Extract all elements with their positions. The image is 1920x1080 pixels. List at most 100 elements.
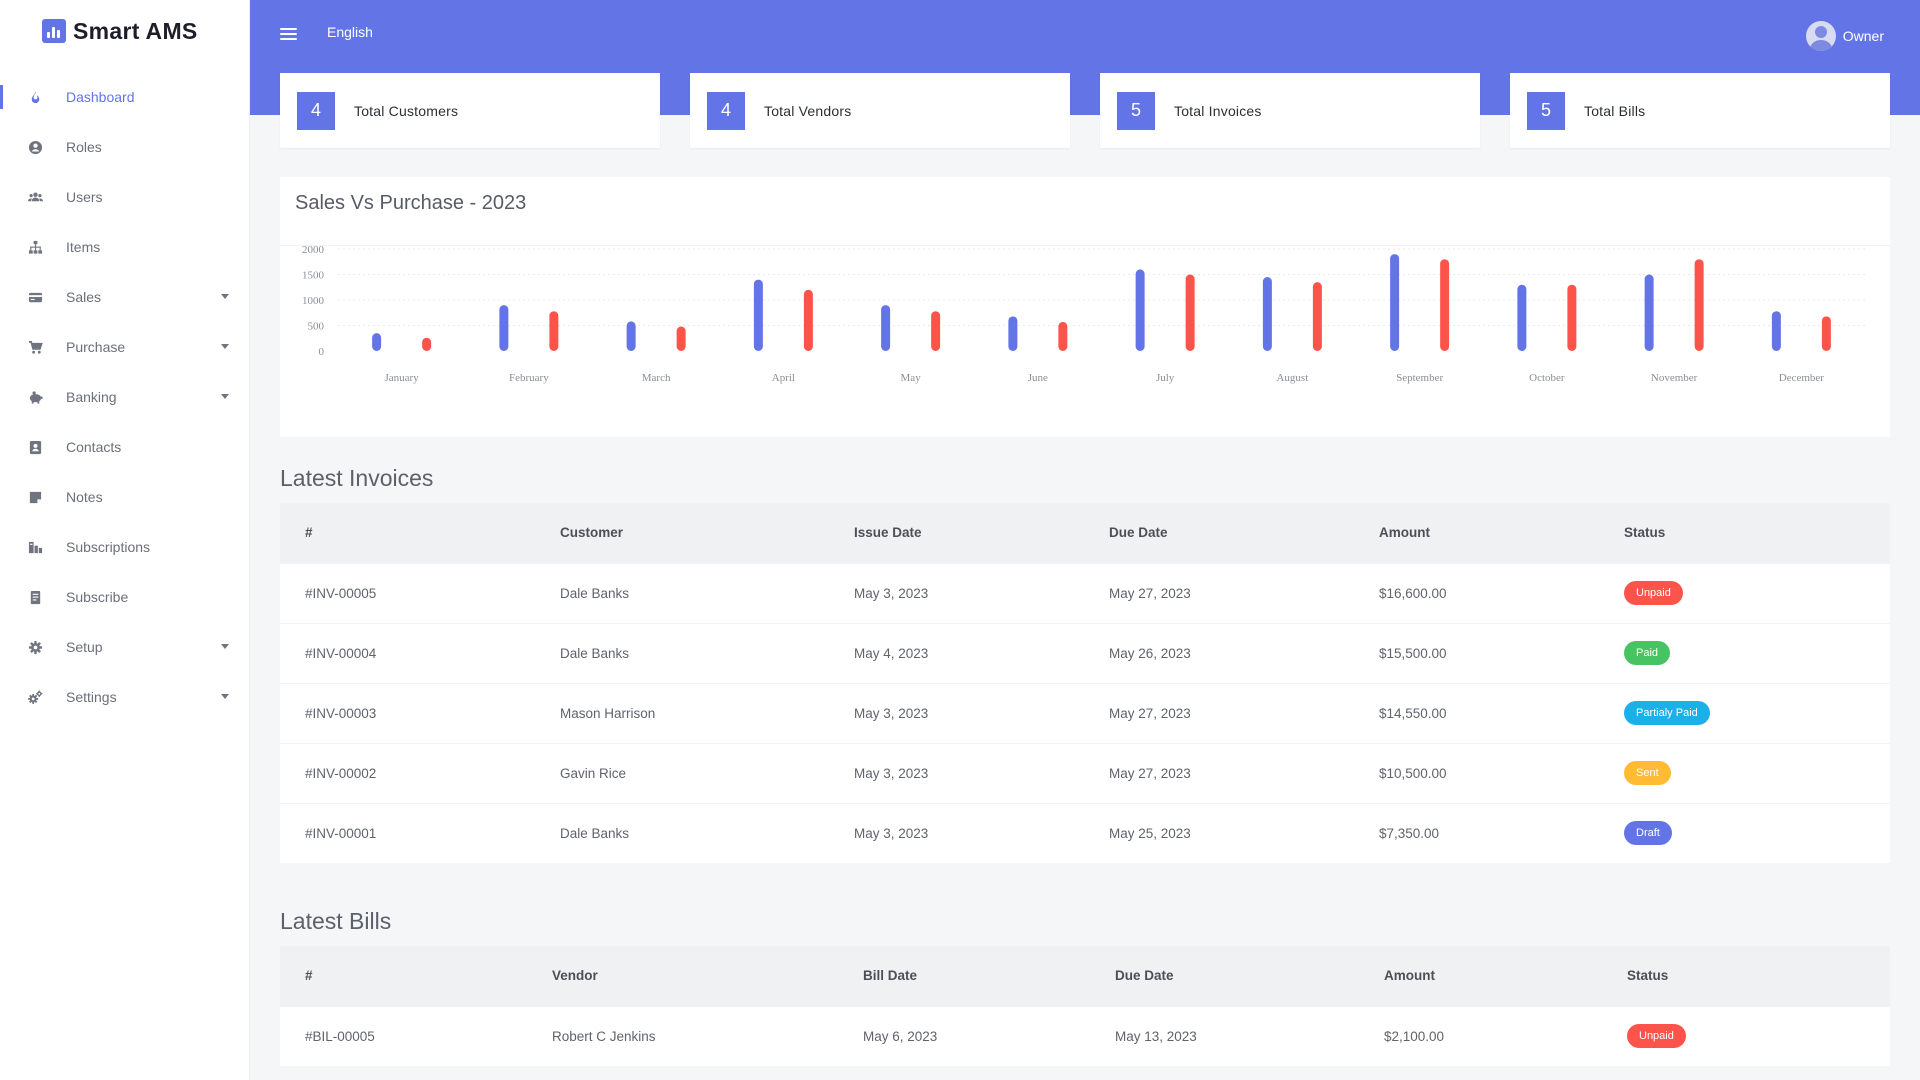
stat-label: Total Invoices	[1174, 102, 1262, 119]
status-badge[interactable]: Partialy Paid	[1624, 701, 1710, 725]
sidebar-item-label: Sales	[66, 289, 102, 305]
sidebar-item-items[interactable]: Items	[0, 222, 249, 272]
brand-name: Smart AMS	[73, 17, 198, 44]
bar-series-0-may[interactable]	[881, 305, 891, 351]
status-cell: Draft	[1599, 802, 1890, 863]
user-menu[interactable]: Owner	[1805, 21, 1884, 51]
divider	[280, 245, 1890, 246]
sidebar-item-roles[interactable]: Roles	[0, 122, 249, 172]
invoice-column-header: Due Date	[1084, 503, 1354, 563]
bar-series-1-august[interactable]	[1312, 282, 1322, 351]
invoice-due-cell: May 25, 2023	[1084, 802, 1354, 863]
stat-label: Total Vendors	[764, 102, 852, 119]
bar-series-1-may[interactable]	[931, 311, 941, 351]
bar-series-1-march[interactable]	[676, 326, 686, 351]
sidebar-item-subscriptions[interactable]: Subscriptions	[0, 522, 249, 572]
sidebar-item-notes[interactable]: Notes	[0, 472, 249, 522]
sales-purchase-chart-card: Sales Vs Purchase - 2023 0 500 1000 1500 200…	[280, 177, 1890, 437]
bar-series-1-june[interactable]	[1058, 321, 1068, 351]
bar-series-0-june[interactable]	[1008, 316, 1018, 351]
users-icon	[27, 189, 43, 205]
gears-icon	[27, 689, 43, 705]
x-tick-label: April	[772, 372, 795, 384]
caret-down-icon[interactable]	[221, 644, 229, 649]
table-row[interactable]: #INV-00003 Mason Harrison May 3, 2023 May 2…	[280, 682, 1890, 743]
status-badge[interactable]: Unpaid	[1624, 581, 1683, 605]
bar-series-1-january[interactable]	[422, 337, 432, 351]
invoice-due-cell: May 26, 2023	[1084, 622, 1354, 683]
stat-card-bills: 5 Total Bills	[1510, 73, 1890, 148]
invoice-id-cell: #INV-00001	[280, 802, 535, 863]
table-row[interactable]: #INV-00005 Dale Banks May 3, 2023 May 27, 2…	[280, 562, 1890, 623]
sidebar-item-label: Items	[66, 239, 101, 255]
status-badge[interactable]: Paid	[1624, 641, 1671, 665]
sidebar-item-banking[interactable]: Banking	[0, 372, 249, 422]
table-row[interactable]: #BIL-00005 Robert C Jenkins May 6, 2023 May…	[280, 1005, 1890, 1066]
main-content: 4 Total Customers 4 Total Vendors 5 Tota…	[250, 0, 1920, 1080]
bar-series-0-august[interactable]	[1262, 277, 1272, 351]
status-badge[interactable]: Sent	[1624, 761, 1671, 785]
bar-series-0-december[interactable]	[1771, 311, 1781, 351]
sidebar-item-label: Contacts	[66, 439, 122, 455]
bar-series-1-september[interactable]	[1440, 259, 1450, 351]
bar-series-1-april[interactable]	[803, 289, 813, 351]
status-badge[interactable]: Unpaid	[1627, 1024, 1686, 1049]
bar-series-1-december[interactable]	[1821, 316, 1831, 351]
stat-card-invoices: 5 Total Invoices	[1100, 73, 1480, 148]
bar-series-0-september[interactable]	[1390, 254, 1400, 351]
sidebar-item-settings[interactable]: Settings	[0, 672, 249, 722]
sidebar-item-dashboard[interactable]: Dashboard	[0, 72, 249, 122]
bar-series-0-april[interactable]	[753, 279, 763, 351]
bar-series-0-july[interactable]	[1135, 269, 1145, 351]
sidebar-item-users[interactable]: Users	[0, 172, 249, 222]
bar-series-1-july[interactable]	[1185, 274, 1195, 352]
bar-series-0-march[interactable]	[626, 321, 636, 351]
sidebar: Smart AMS Dashboard Roles Users Items Sales P…	[0, 0, 250, 1080]
language-selector[interactable]: English	[327, 24, 373, 40]
status-badge[interactable]: Draft	[1624, 821, 1672, 846]
latest-invoices-title: Latest Invoices	[280, 465, 434, 491]
bill-column-header: Due Date	[1090, 946, 1359, 1006]
hamburger-menu-icon[interactable]	[280, 28, 297, 41]
sidebar-item-sales[interactable]: Sales	[0, 272, 249, 322]
table-row[interactable]: #INV-00004 Dale Banks May 4, 2023 May 26, 2…	[280, 622, 1890, 683]
status-cell: Partialy Paid	[1599, 682, 1890, 743]
bar-series-1-february[interactable]	[549, 311, 559, 351]
table-row[interactable]: #INV-00001 Dale Banks May 3, 2023 May 25, 2…	[280, 802, 1890, 863]
bar-series-0-january[interactable]	[372, 333, 382, 351]
invoice-customer-cell: Mason Harrison	[535, 682, 829, 743]
caret-down-icon[interactable]	[221, 394, 229, 399]
y-tick-label: 2000	[302, 245, 325, 256]
sidebar-item-label: Subscribe	[66, 589, 129, 605]
bill-column-header: Status	[1602, 946, 1890, 1006]
sidebar-item-label: Banking	[66, 389, 117, 405]
caret-down-icon[interactable]	[221, 294, 229, 299]
user-name: Owner	[1842, 28, 1884, 44]
brand[interactable]: Smart AMS	[0, 0, 249, 62]
bar-series-1-october[interactable]	[1567, 284, 1577, 351]
invoice-id-cell: #INV-00002	[280, 742, 535, 803]
invoice-id-cell: #INV-00003	[280, 682, 535, 743]
latest-bills-table-card: # Vendor Bill Date Due Date Amount Status #BI…	[280, 946, 1890, 1066]
invoice-column-header: Customer	[535, 503, 829, 563]
sidebar-nav: Dashboard Roles Users Items Sales Purchase Ban…	[0, 72, 249, 722]
invoice-column-header: Amount	[1354, 503, 1599, 563]
sidebar-item-purchase[interactable]: Purchase	[0, 322, 249, 372]
invoice-amount-cell: $10,500.00	[1354, 742, 1599, 803]
caret-down-icon[interactable]	[221, 344, 229, 349]
bar-series-0-november[interactable]	[1644, 274, 1654, 352]
sidebar-item-subscribe[interactable]: Subscribe	[0, 572, 249, 622]
bar-series-1-november[interactable]	[1694, 259, 1704, 351]
sidebar-item-label: Subscriptions	[66, 539, 151, 555]
bar-series-0-february[interactable]	[499, 305, 509, 351]
caret-down-icon[interactable]	[221, 694, 229, 699]
bar-series-0-october[interactable]	[1517, 284, 1527, 351]
sidebar-item-contacts[interactable]: Contacts	[0, 422, 249, 472]
x-tick-label: June	[1028, 372, 1048, 384]
stat-value: 5	[1527, 91, 1565, 130]
sidebar-item-setup[interactable]: Setup	[0, 622, 249, 672]
x-tick-label: January	[385, 372, 420, 384]
x-tick-label: February	[509, 372, 549, 384]
table-row[interactable]: #INV-00002 Gavin Rice May 3, 2023 May 27, 2…	[280, 742, 1890, 803]
latest-invoices-table: # Customer Issue Date Due Date Amount Status …	[280, 503, 1890, 863]
